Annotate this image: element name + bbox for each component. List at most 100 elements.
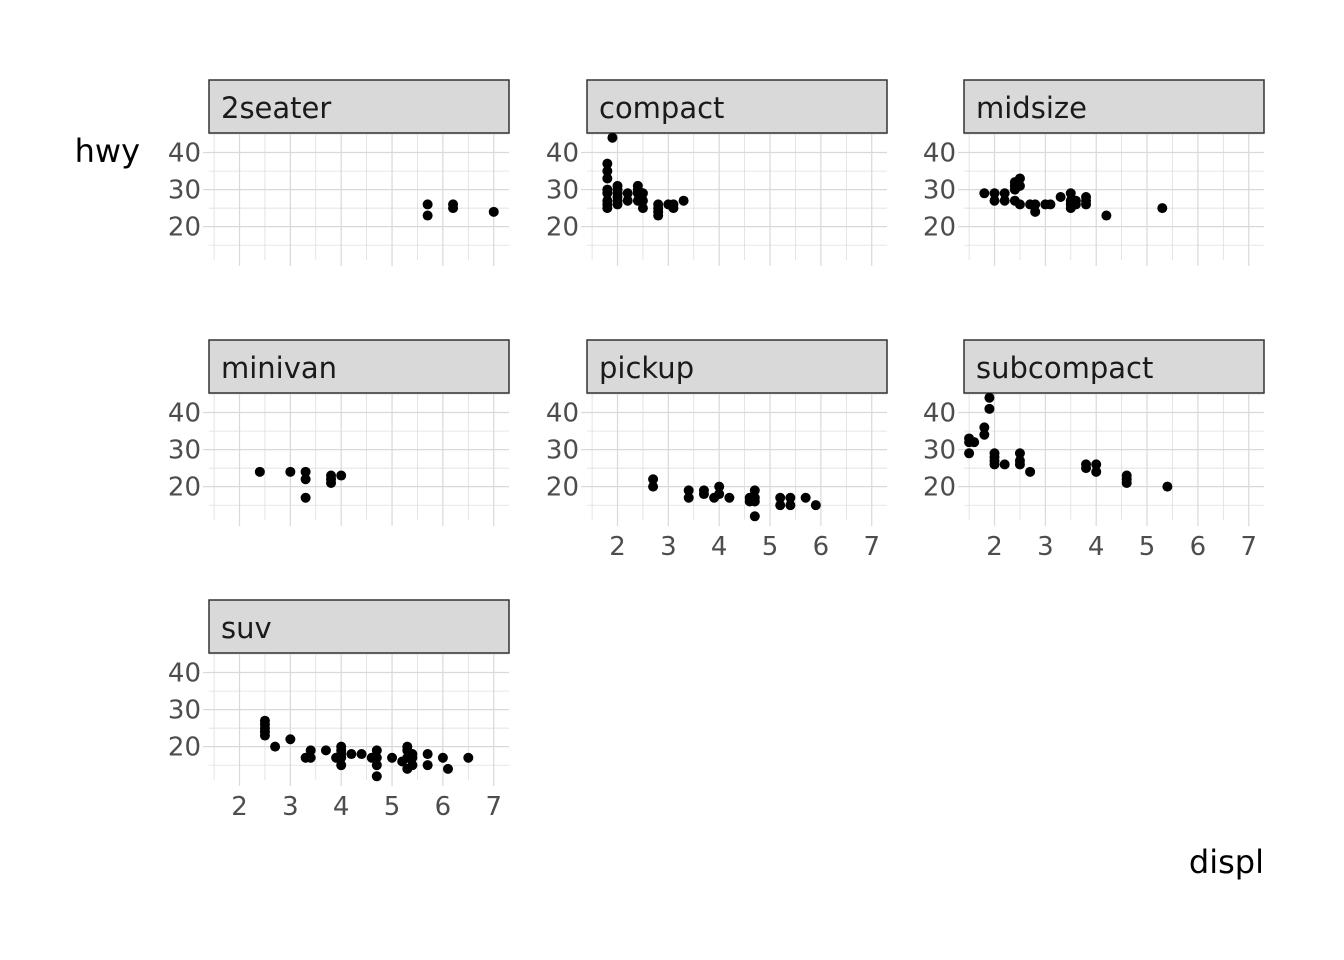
data-point bbox=[422, 210, 433, 221]
x-tick-label: 6 bbox=[1190, 532, 1207, 562]
data-point bbox=[637, 195, 648, 206]
y-tick-label: 40 bbox=[923, 139, 956, 169]
data-point bbox=[984, 403, 995, 414]
data-point bbox=[1070, 199, 1081, 210]
data-point bbox=[488, 206, 499, 217]
data-point bbox=[300, 474, 311, 485]
x-tick-label: 7 bbox=[485, 792, 502, 822]
y-tick-label: 20 bbox=[168, 473, 201, 503]
data-point bbox=[1121, 477, 1132, 488]
x-tick-label: 6 bbox=[435, 792, 452, 822]
facet-strip-label: compact bbox=[599, 91, 724, 125]
data-point bbox=[371, 745, 382, 756]
data-point bbox=[999, 188, 1010, 199]
facet-panel-suv: suv 20 30 40 2 3 4 5 6 7 bbox=[168, 599, 510, 822]
facet-strip bbox=[586, 339, 888, 394]
data-point bbox=[1081, 199, 1092, 210]
y-tick-label: 20 bbox=[546, 213, 579, 243]
facet-panel-2seater: 2seater 20 30 40 bbox=[168, 79, 510, 266]
facet-strip-label: pickup bbox=[599, 351, 694, 385]
data-point bbox=[1014, 173, 1025, 184]
data-point bbox=[800, 492, 811, 503]
data-point bbox=[346, 749, 357, 760]
data-point bbox=[637, 188, 648, 199]
y-tick-label: 40 bbox=[923, 399, 956, 429]
y-tick-label: 40 bbox=[168, 139, 201, 169]
facet-strip bbox=[208, 79, 510, 134]
data-point bbox=[648, 481, 659, 492]
data-point bbox=[1091, 466, 1102, 477]
facet-strip bbox=[586, 79, 888, 134]
x-tick-label: 7 bbox=[863, 532, 880, 562]
y-tick-label: 40 bbox=[168, 659, 201, 689]
data-point bbox=[437, 752, 448, 763]
data-point bbox=[648, 474, 659, 485]
data-point bbox=[979, 422, 990, 433]
x-tick-label: 6 bbox=[813, 532, 830, 562]
data-point bbox=[775, 500, 786, 511]
data-point bbox=[371, 771, 382, 782]
y-tick-label: 30 bbox=[546, 436, 579, 466]
data-point bbox=[602, 158, 613, 169]
facet-panel-subcompact: subcompact 20 30 40 2 3 4 5 6 7 bbox=[923, 339, 1265, 562]
data-point bbox=[1030, 206, 1041, 217]
data-point bbox=[1014, 459, 1025, 470]
facet-panel-midsize: midsize 20 30 40 bbox=[923, 79, 1265, 266]
data-point bbox=[668, 203, 679, 214]
data-point bbox=[270, 741, 281, 752]
data-point bbox=[259, 730, 270, 741]
data-point bbox=[602, 166, 613, 177]
y-tick-label: 40 bbox=[168, 399, 201, 429]
data-point bbox=[1157, 203, 1168, 214]
data-point bbox=[422, 199, 433, 210]
x-tick-label: 2 bbox=[986, 532, 1003, 562]
data-point bbox=[1014, 448, 1025, 459]
data-point bbox=[714, 481, 725, 492]
data-point bbox=[989, 188, 1000, 199]
data-point bbox=[749, 511, 760, 522]
data-point bbox=[637, 203, 648, 214]
data-point bbox=[1055, 192, 1066, 202]
y-tick-label: 40 bbox=[546, 399, 579, 429]
x-tick-label: 3 bbox=[660, 532, 677, 562]
data-point bbox=[407, 760, 418, 771]
data-point bbox=[999, 459, 1010, 470]
data-point bbox=[810, 500, 821, 511]
x-tick-label: 4 bbox=[1088, 532, 1105, 562]
data-point bbox=[1091, 459, 1102, 470]
data-point bbox=[969, 437, 980, 448]
data-point bbox=[254, 466, 265, 477]
data-point bbox=[602, 188, 613, 199]
x-tick-label: 5 bbox=[1139, 532, 1156, 562]
facet-panel-compact: compact 20 30 40 bbox=[546, 79, 888, 266]
data-point bbox=[442, 763, 453, 774]
y-tick-label: 30 bbox=[546, 176, 579, 206]
data-point bbox=[653, 210, 664, 221]
data-point bbox=[448, 203, 459, 214]
data-point bbox=[979, 188, 990, 199]
data-point bbox=[1101, 210, 1112, 221]
y-tick-label: 20 bbox=[546, 473, 579, 503]
facet-strip bbox=[963, 339, 1265, 394]
facet-strip-label: suv bbox=[221, 611, 272, 645]
data-point bbox=[407, 752, 418, 763]
data-point bbox=[356, 749, 367, 760]
y-tick-label: 30 bbox=[168, 176, 201, 206]
data-point bbox=[1045, 199, 1056, 210]
data-point bbox=[387, 752, 398, 763]
y-tick-label: 20 bbox=[168, 733, 201, 763]
x-tick-label: 2 bbox=[609, 532, 626, 562]
facet-strip-label: 2seater bbox=[221, 91, 331, 125]
data-point bbox=[285, 734, 296, 745]
y-tick-label: 20 bbox=[923, 473, 956, 503]
data-point bbox=[422, 749, 433, 760]
data-point bbox=[336, 470, 347, 481]
x-tick-label: 3 bbox=[282, 792, 299, 822]
data-point bbox=[285, 466, 296, 477]
data-point bbox=[612, 199, 623, 210]
data-point bbox=[1162, 481, 1173, 492]
data-point bbox=[371, 760, 382, 771]
y-tick-label: 30 bbox=[923, 176, 956, 206]
data-point bbox=[775, 492, 786, 503]
facet-panel-minivan: minivan 20 30 40 bbox=[168, 339, 510, 526]
